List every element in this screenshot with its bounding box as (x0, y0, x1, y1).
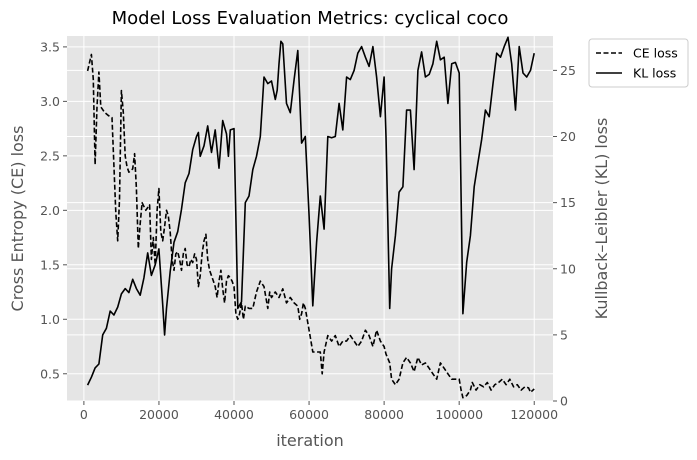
left-y-tick-label: 2.0 (40, 203, 60, 218)
x-tick-label: 0 (80, 407, 88, 422)
right-y-tick-label: 5 (560, 327, 568, 342)
x-tick-label: 100000 (435, 407, 483, 422)
x-tick-label: 60000 (289, 407, 329, 422)
x-axis-label: iteration (276, 431, 344, 450)
left-y-tick-label: 3.0 (40, 94, 60, 109)
x-tick-label: 20000 (139, 407, 179, 422)
left-y-tick-label: 3.5 (40, 39, 60, 54)
left-y-tick-label: 1.5 (40, 257, 60, 272)
right-y-axis-label: Kullback–Leibler (KL) loss (592, 118, 611, 320)
legend: CE loss KL loss (588, 38, 689, 88)
series-line-kl-loss (86, 36, 535, 386)
right-y-tick-label: 25 (560, 63, 576, 78)
left-y-axis-label: Cross Entropy (CE) loss (8, 126, 27, 312)
right-y-axis-ticks: 0 5 10 15 20 25 (553, 63, 576, 409)
right-y-tick-label: 20 (560, 129, 576, 144)
x-tick-label: 80000 (364, 407, 404, 422)
chart-title: Model Loss Evaluation Metrics: cyclical … (112, 8, 509, 29)
left-y-tick-label: 0.5 (40, 366, 60, 381)
legend-box (588, 38, 689, 88)
left-y-tick-label: 1.0 (40, 312, 60, 327)
series-layer (86, 36, 535, 399)
x-tick-label: 40000 (214, 407, 254, 422)
left-y-tick-label: 2.5 (40, 148, 60, 163)
legend-label-kl-loss: KL loss (633, 66, 676, 81)
x-axis-ticks: 0 20000 40000 60000 80000 100000 120000 (80, 401, 558, 422)
right-y-tick-label: 0 (560, 394, 568, 409)
right-y-tick-label: 15 (560, 195, 576, 210)
x-tick-label: 120000 (510, 407, 558, 422)
series-line-ce-loss (86, 53, 535, 399)
legend-label-ce-loss: CE loss (633, 46, 678, 61)
right-y-tick-label: 10 (560, 261, 576, 276)
left-y-axis-ticks: 0.5 1.0 1.5 2.0 2.5 3.0 3.5 (40, 39, 67, 381)
